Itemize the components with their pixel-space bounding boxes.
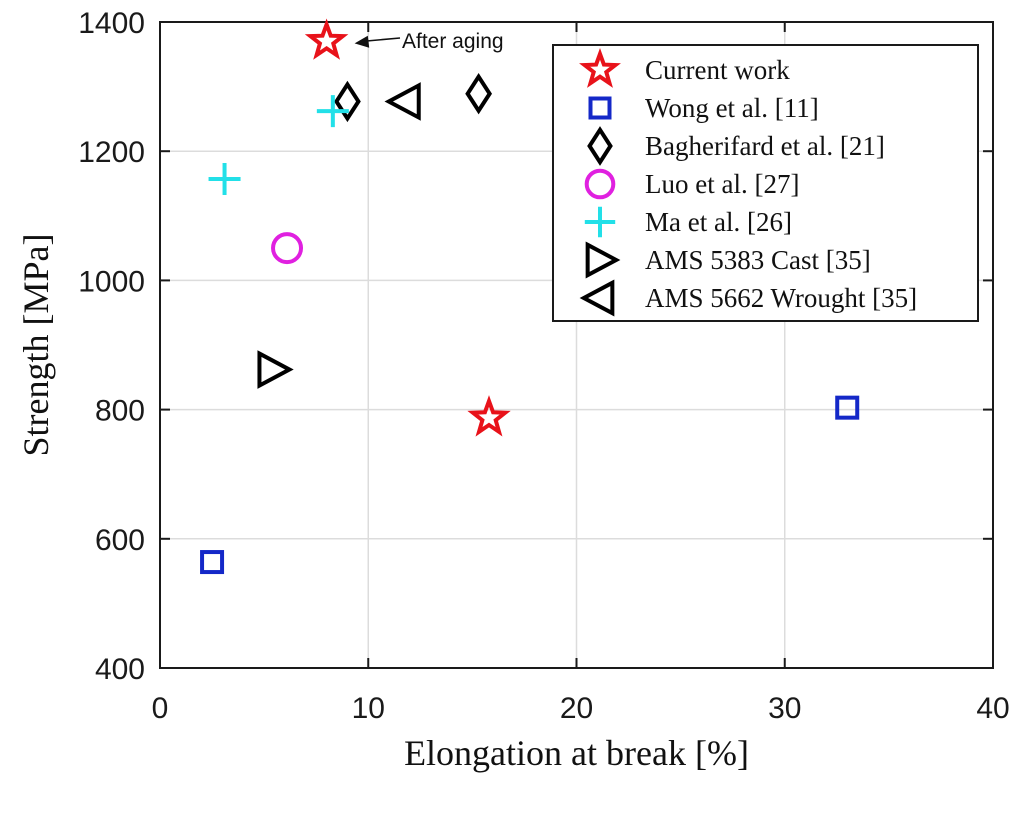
y-tick-label: 1400 [78,7,145,40]
y-tick-label: 400 [95,653,145,686]
legend-marker-triangle-left [579,279,615,317]
y-tick-label: 600 [95,524,145,557]
data-point-diamond [465,73,493,115]
x-tick-label: 10 [352,692,385,725]
y-tick-label: 1000 [78,265,145,298]
data-point-star [467,395,511,437]
legend-entry-label: AMS 5662 Wrought [35] [645,283,917,313]
legend-entry-label: Luo et al. [27] [645,169,799,199]
legend-box [552,44,979,322]
legend-marker-plus [584,206,616,238]
legend-marker-star [579,48,621,88]
data-point-circle [271,232,304,265]
data-point-triangle-right [257,350,294,389]
legend-entry-label: AMS 5383 Cast [35] [645,245,871,275]
axis-ticks: 0 10 20 30 40 400 600 800 1000 1200 1400 [78,7,1009,725]
data-point-diamond [334,80,361,123]
data-point-square [200,550,225,575]
x-tick-label: 0 [152,692,169,725]
data-point-square [835,395,860,420]
y-axis-label: Strength [MPa] [16,234,56,457]
legend-entry-label: Bagherifard et al. [21] [645,131,885,161]
annotation-arrow [362,37,401,43]
legend-entry-label: Wong et al. [11] [645,93,819,123]
x-tick-label: 40 [976,692,1009,725]
annotation-label: After aging [402,30,504,53]
x-tick-label: 30 [768,692,801,725]
legend-marker-square [588,96,612,120]
data-point-triangle-left [384,82,421,121]
legend-marker-diamond [587,126,613,166]
legend-entry-label: Current work [645,55,790,85]
y-tick-label: 800 [95,395,145,428]
data-point-plus [316,95,349,128]
annotation-arrowhead [354,35,370,48]
y-tick-label: 1200 [78,136,145,169]
x-tick-label: 20 [560,692,593,725]
legend-marker-circle [584,168,616,200]
data-point-plus [208,162,241,195]
legend-marker-triangle-right [585,241,621,279]
data-point-star [304,18,349,60]
legend: Current work Wong et al. [11] Bagherifard … [552,44,979,322]
data-markers [200,18,860,575]
x-axis-label: Elongation at break [%] [404,733,749,773]
annotation: After aging [354,30,504,53]
legend-entry-label: Ma et al. [26] [645,207,792,237]
